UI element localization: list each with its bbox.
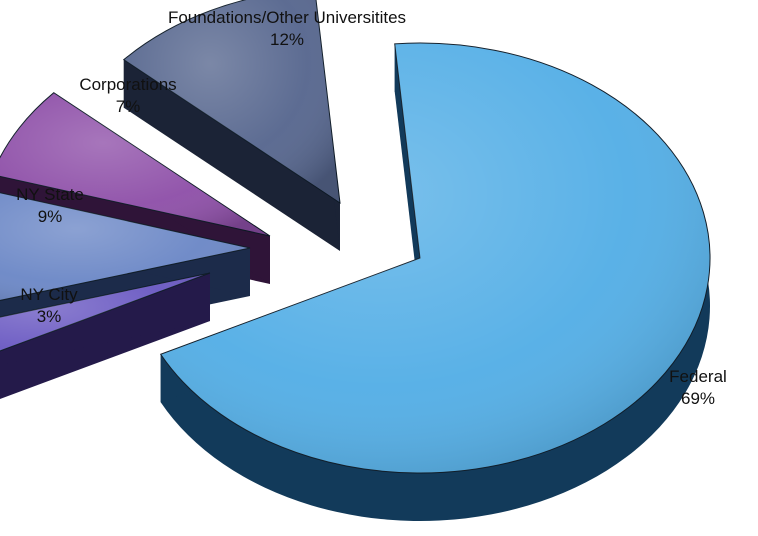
slice-percent-ny-state: 9% (38, 207, 63, 226)
slice-percent-federal: 69% (681, 389, 715, 408)
pie-slice-shine-ny-city (0, 273, 210, 351)
pie-labels: Federal 69% NY City 3% NY State 9% Corporation… (16, 8, 727, 408)
pie-slice-shine-ny-state (0, 192, 250, 301)
pie-wall-0-federal (394, 43, 420, 306)
slice-label-ny-city: NY City 3% (20, 285, 78, 326)
slice-percent-foundations-other-universitites: 12% (270, 30, 304, 49)
slice-label-ny-state: NY State 9% (16, 185, 84, 226)
slice-name-federal: Federal (669, 367, 727, 386)
slice-name-ny-state: NY State (16, 185, 84, 204)
pie-tops (0, 0, 711, 474)
slice-name-corporations: Corporations (79, 75, 176, 94)
pie-wall-1-ny-city (0, 273, 210, 366)
slice-name-ny-city: NY City (20, 285, 78, 304)
pie-slice-shine-foundations-other-universitites (123, 0, 340, 203)
slice-label-corporations: Corporations 7% (79, 75, 176, 116)
slice-label-foundations-other-universitites: Foundations/Other Universitites 12% (168, 8, 406, 49)
pie-slice-shine-federal (160, 43, 710, 474)
slice-percent-ny-city: 3% (37, 307, 62, 326)
slice-label-federal: Federal 69% (669, 367, 727, 408)
slice-name-foundations-other-universitites: Foundations/Other Universitites (168, 8, 406, 27)
slice-percent-corporations: 7% (116, 97, 141, 116)
pie-wall-0-foundations-other-universitites (123, 59, 341, 251)
pie-slice-shine-corporations (0, 92, 270, 236)
